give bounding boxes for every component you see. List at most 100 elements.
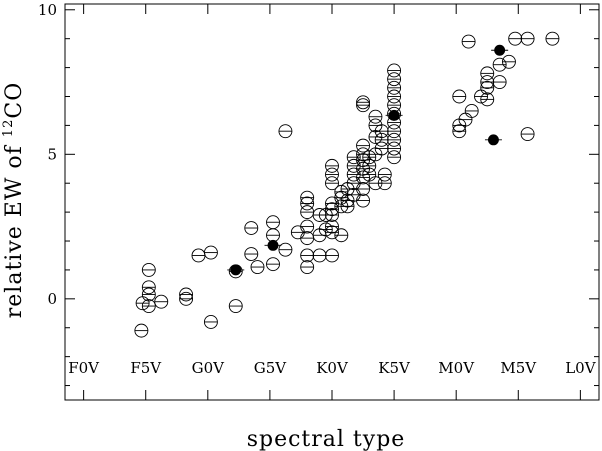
- x-ticks: [83, 4, 581, 400]
- open-data-point: [141, 299, 156, 314]
- open-data-point: [300, 260, 315, 274]
- plot-frame: [64, 3, 600, 401]
- open-data-point: [502, 54, 516, 69]
- open-data-point: [278, 124, 293, 139]
- open-data-point: [377, 176, 392, 191]
- open-data-point: [325, 167, 339, 182]
- open-data-point: [325, 158, 339, 173]
- open-data-point: [387, 124, 402, 139]
- open-data-point: [154, 294, 169, 309]
- open-data-point: [290, 225, 305, 240]
- spectral-type-label: F5V: [130, 359, 162, 377]
- open-data-point: [356, 182, 370, 196]
- open-data-point: [325, 202, 339, 217]
- open-data-point: [492, 75, 507, 89]
- open-data-point: [325, 196, 339, 211]
- y-axis-title-isotope: 12: [1, 119, 16, 138]
- filled-data-point: [484, 134, 502, 146]
- filled-data-point: [385, 109, 403, 121]
- spectral-type-label: F0V: [68, 359, 100, 377]
- open-data-point: [340, 199, 355, 214]
- open-data-point: [141, 262, 156, 277]
- open-data-point: [300, 196, 315, 211]
- x-axis-title: spectral type: [247, 427, 406, 451]
- open-data-point: [387, 132, 402, 147]
- open-data-point: [325, 208, 339, 222]
- open-data-point: [520, 127, 535, 142]
- open-data-point: [387, 63, 402, 78]
- open-data-point: [266, 257, 280, 272]
- open-data-point: [278, 242, 293, 257]
- open-data-point: [141, 280, 156, 295]
- open-data-point: [461, 34, 476, 49]
- filled-point-circle: [230, 264, 242, 276]
- open-data-point: [134, 323, 149, 338]
- open-data-point: [356, 138, 370, 153]
- open-data-point: [179, 291, 194, 306]
- open-data-point: [346, 150, 361, 165]
- open-data-point: [228, 299, 243, 314]
- open-data-point: [362, 158, 377, 173]
- spectral-type-label: L0V: [565, 359, 597, 377]
- open-data-point: [312, 248, 327, 263]
- filled-point-circle: [267, 239, 279, 251]
- open-data-point: [377, 167, 392, 182]
- y-tick-label: 0: [47, 290, 57, 308]
- open-data-point: [244, 247, 259, 261]
- open-data-point: [203, 315, 218, 329]
- open-data-point: [356, 193, 370, 208]
- spectral-type-label: K0V: [316, 359, 349, 377]
- open-data-point: [356, 95, 370, 110]
- open-data-point: [325, 219, 339, 234]
- filled-data-point: [491, 44, 509, 56]
- y-tick-label: 5: [47, 145, 57, 163]
- y-axis-title: relative EW of 12CO: [1, 82, 27, 318]
- open-data-point: [300, 248, 315, 263]
- open-data-point: [387, 89, 402, 104]
- open-data-point: [480, 66, 495, 81]
- open-data-point: [452, 89, 467, 104]
- filled-point-circle: [494, 44, 506, 56]
- spectral-type-label: G0V: [192, 359, 226, 377]
- open-data-point: [492, 57, 507, 72]
- y-tick-label: 10: [38, 1, 57, 19]
- data-points: [134, 31, 560, 338]
- y-axis-title-main: relative EW of: [2, 144, 27, 318]
- open-data-point: [266, 215, 280, 230]
- open-data-point: [325, 248, 339, 263]
- open-data-point: [325, 225, 339, 240]
- spectral-type-label: M0V: [438, 359, 475, 377]
- open-data-point: [452, 124, 467, 139]
- filled-data-point: [264, 239, 282, 251]
- open-data-point: [387, 141, 402, 156]
- open-data-point: [244, 221, 259, 235]
- open-data-point: [387, 80, 402, 95]
- open-data-point: [368, 109, 383, 124]
- filled-point-circle: [388, 109, 400, 121]
- open-data-point: [325, 176, 339, 191]
- open-data-point: [203, 245, 218, 260]
- open-data-point: [334, 228, 349, 243]
- open-data-point: [300, 219, 315, 234]
- open-data-point: [300, 231, 315, 246]
- filled-point-circle: [487, 134, 499, 146]
- spectral-type-labels: F0V F5V G0V G5V K0V K5V M0V M5V L0V: [68, 359, 596, 377]
- y-axis-title-species: CO: [2, 82, 27, 119]
- open-data-point: [266, 228, 280, 243]
- open-data-point: [464, 103, 479, 118]
- y-axis-title-space: [2, 137, 27, 145]
- open-data-point: [141, 287, 156, 302]
- open-data-point: [520, 31, 535, 46]
- spectral-type-label: K5V: [378, 359, 411, 377]
- open-data-point: [387, 150, 402, 165]
- open-data-point: [387, 72, 402, 87]
- spectral-type-label: G5V: [254, 359, 288, 377]
- open-data-point: [191, 248, 206, 263]
- open-data-point: [545, 31, 560, 46]
- open-data-point: [356, 98, 370, 113]
- open-data-point: [250, 260, 265, 274]
- spectral-type-label: M5V: [500, 359, 537, 377]
- open-data-point: [480, 92, 495, 107]
- y-ticks: 0 5 10: [38, 1, 599, 387]
